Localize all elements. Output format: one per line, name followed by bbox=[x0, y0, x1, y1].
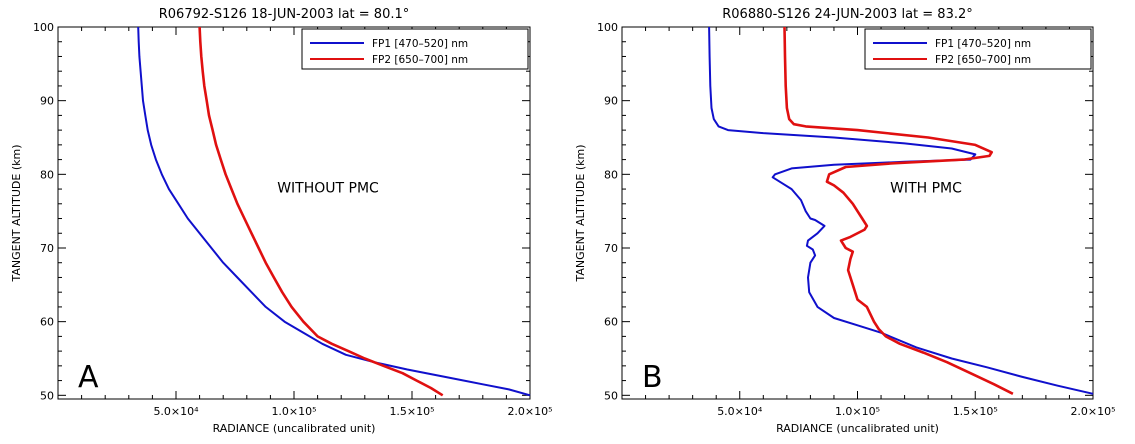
x-axis-label: RADIANCE (uncalibrated unit) bbox=[776, 422, 939, 435]
y-tick-label: 70 bbox=[604, 242, 618, 255]
x-tick-label: 5.0×10⁴ bbox=[717, 405, 763, 418]
y-tick-label: 60 bbox=[40, 316, 54, 329]
x-tick-label: 5.0×10⁴ bbox=[153, 405, 199, 418]
y-tick-label: 90 bbox=[40, 95, 54, 108]
legend-label: FP2 [650–700] nm bbox=[935, 54, 1031, 66]
y-tick-label: 90 bbox=[604, 95, 618, 108]
y-axis-label: TANGENT ALTITUDE (km) bbox=[10, 145, 23, 283]
legend-label: FP1 [470–520] nm bbox=[372, 38, 468, 50]
x-tick-label: 1.0×10⁵ bbox=[835, 405, 880, 418]
legend-label: FP1 [470–520] nm bbox=[935, 38, 1031, 50]
x-tick-label: 1.0×10⁵ bbox=[271, 405, 316, 418]
panel-label: B bbox=[642, 360, 663, 395]
x-axis-label: RADIANCE (uncalibrated unit) bbox=[213, 422, 376, 435]
y-tick-label: 80 bbox=[40, 168, 54, 181]
x-tick-label: 1.5×10⁵ bbox=[389, 405, 434, 418]
annotation-text: WITHOUT PMC bbox=[277, 181, 379, 197]
legend-box bbox=[864, 28, 1092, 70]
x-tick-label: 2.0×10⁵ bbox=[1070, 405, 1115, 418]
series-line-fp2 bbox=[783, 26, 1014, 395]
chart-title: R06880-S126 24-JUN-2003 lat = 83.2° bbox=[722, 7, 973, 22]
panel-b: R06880-S126 24-JUN-2003 lat = 83.2° 50 60 7… bbox=[574, 7, 1116, 435]
y-tick-label: 100 bbox=[33, 21, 54, 34]
y-tick-label: 60 bbox=[604, 316, 618, 329]
y-tick-label: 100 bbox=[597, 21, 618, 34]
series-line-fp1 bbox=[708, 26, 1094, 395]
x-tick-label: 2.0×10⁵ bbox=[507, 405, 552, 418]
y-tick-label: 50 bbox=[40, 389, 54, 402]
y-tick-label: 50 bbox=[604, 389, 618, 402]
chart-title: R06792-S126 18-JUN-2003 lat = 80.1° bbox=[159, 7, 410, 22]
y-tick-label: 80 bbox=[604, 168, 618, 181]
plot-frame bbox=[57, 26, 531, 400]
series-line-fp2 bbox=[198, 26, 444, 397]
panel-label: A bbox=[78, 360, 99, 395]
x-tick-label: 1.5×10⁵ bbox=[953, 405, 998, 418]
y-tick-label: 70 bbox=[40, 242, 54, 255]
annotation-text: WITH PMC bbox=[890, 181, 962, 197]
legend-box bbox=[301, 28, 529, 70]
legend-label: FP2 [650–700] nm bbox=[372, 54, 468, 66]
series-line-fp1 bbox=[137, 26, 531, 397]
panel-a: R06792-S126 18-JUN-2003 lat = 80.1° 50 60 7… bbox=[10, 7, 553, 435]
y-axis-label: TANGENT ALTITUDE (km) bbox=[574, 145, 587, 283]
